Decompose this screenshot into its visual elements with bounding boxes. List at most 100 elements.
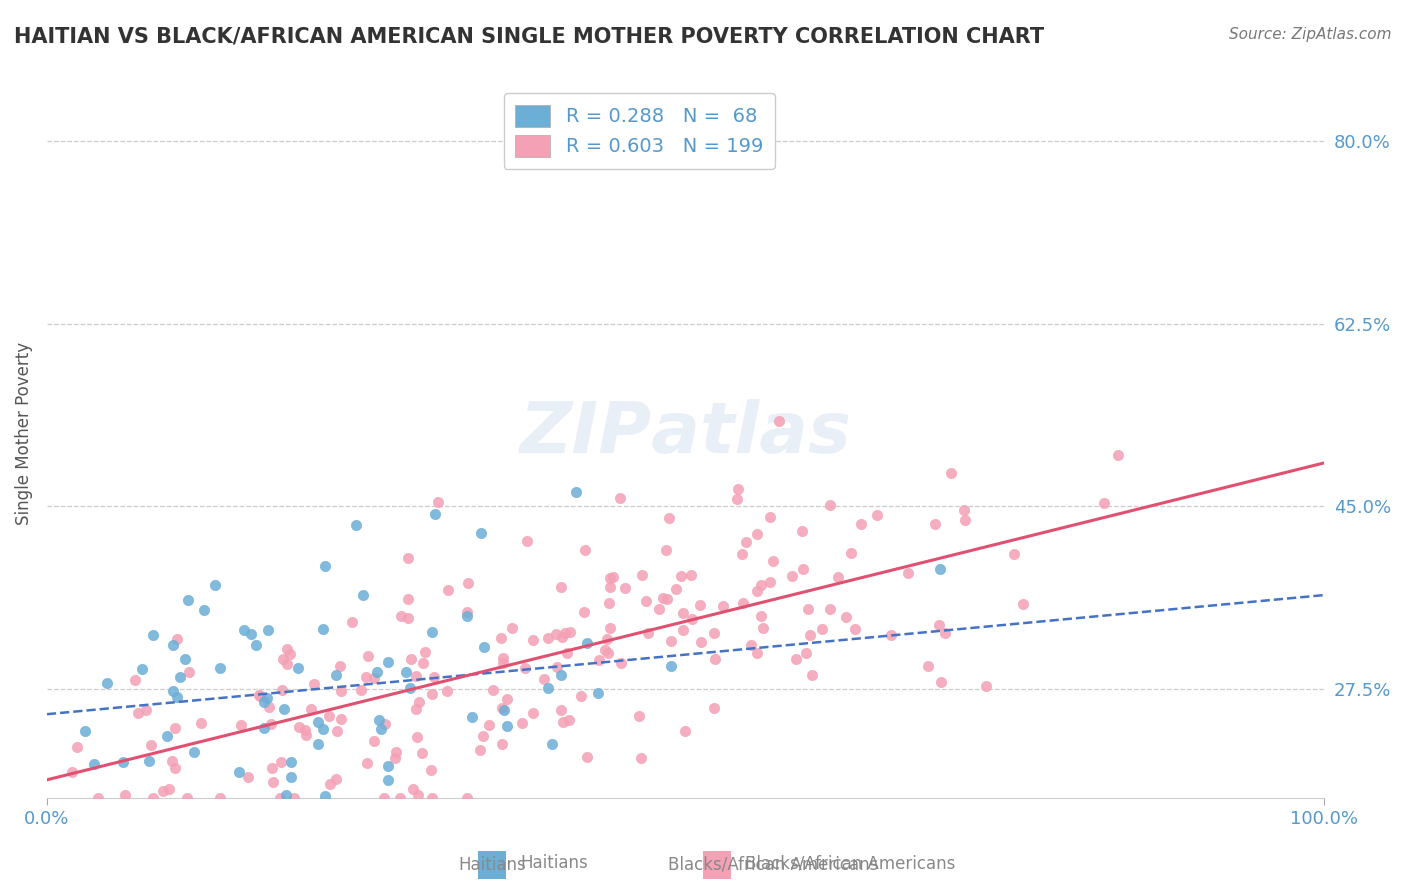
- Point: [839, 546, 862, 560]
- Point: [550, 668, 572, 682]
- Point: [177, 665, 200, 679]
- Point: [295, 728, 318, 742]
- Point: [236, 771, 259, 785]
- Point: [929, 562, 952, 576]
- Point: [659, 634, 682, 648]
- Point: [245, 638, 267, 652]
- Point: [176, 791, 198, 805]
- Point: [599, 571, 621, 585]
- Point: [142, 628, 165, 642]
- Point: [704, 652, 727, 666]
- Point: [669, 568, 692, 582]
- Point: [356, 756, 378, 771]
- Y-axis label: Single Mother Poverty: Single Mother Poverty: [15, 342, 32, 524]
- Point: [413, 645, 436, 659]
- Point: [169, 669, 191, 683]
- Point: [703, 625, 725, 640]
- Point: [747, 584, 769, 599]
- Point: [929, 674, 952, 689]
- Point: [280, 771, 302, 785]
- Point: [420, 625, 443, 640]
- Point: [405, 701, 427, 715]
- Point: [373, 791, 395, 805]
- Point: [165, 761, 187, 775]
- Point: [396, 551, 419, 566]
- Point: [613, 581, 636, 595]
- Point: [253, 695, 276, 709]
- Point: [491, 737, 513, 751]
- Point: [470, 526, 492, 541]
- Point: [280, 755, 302, 769]
- Point: [724, 843, 747, 857]
- Point: [278, 647, 301, 661]
- Point: [659, 659, 682, 673]
- Point: [569, 689, 592, 703]
- Point: [312, 622, 335, 636]
- Point: [974, 679, 997, 693]
- Point: [402, 782, 425, 797]
- Point: [377, 759, 399, 773]
- Point: [384, 751, 406, 765]
- Point: [270, 756, 292, 770]
- Point: [537, 632, 560, 646]
- Point: [551, 714, 574, 729]
- Point: [299, 702, 322, 716]
- Point: [630, 568, 652, 582]
- Point: [924, 517, 946, 532]
- Point: [177, 592, 200, 607]
- Point: [269, 791, 291, 805]
- Point: [329, 658, 352, 673]
- Point: [287, 661, 309, 675]
- Point: [673, 723, 696, 738]
- Point: [740, 638, 762, 652]
- Point: [602, 570, 624, 584]
- Point: [456, 791, 478, 805]
- Point: [166, 690, 188, 704]
- Point: [533, 673, 555, 687]
- Point: [794, 647, 817, 661]
- Point: [496, 719, 519, 733]
- Point: [307, 714, 329, 729]
- Point: [844, 622, 866, 636]
- Point: [354, 670, 377, 684]
- Point: [422, 686, 444, 700]
- Point: [917, 658, 939, 673]
- Point: [735, 535, 758, 549]
- Point: [374, 716, 396, 731]
- Point: [513, 660, 536, 674]
- Point: [131, 662, 153, 676]
- Point: [249, 689, 271, 703]
- Point: [385, 745, 408, 759]
- Point: [550, 703, 572, 717]
- Point: [759, 575, 782, 590]
- Point: [399, 652, 422, 666]
- Point: [468, 742, 491, 756]
- Point: [599, 581, 621, 595]
- Point: [257, 700, 280, 714]
- Point: [115, 797, 138, 812]
- Point: [749, 577, 772, 591]
- Point: [302, 677, 325, 691]
- Point: [658, 511, 681, 525]
- Point: [437, 583, 460, 598]
- Text: ZIP​atlas: ZIP​atlas: [519, 399, 852, 467]
- Point: [555, 646, 578, 660]
- FancyBboxPatch shape: [703, 851, 731, 880]
- Point: [190, 715, 212, 730]
- Point: [396, 591, 419, 606]
- Point: [586, 686, 609, 700]
- Point: [314, 789, 336, 803]
- Point: [575, 749, 598, 764]
- Point: [156, 729, 179, 743]
- Point: [162, 638, 184, 652]
- Point: [510, 716, 533, 731]
- Point: [637, 626, 659, 640]
- Point: [502, 621, 524, 635]
- Point: [953, 513, 976, 527]
- Point: [152, 783, 174, 797]
- Text: HAITIAN VS BLACK/AFRICAN AMERICAN SINGLE MOTHER POVERTY CORRELATION CHART: HAITIAN VS BLACK/AFRICAN AMERICAN SINGLE…: [14, 27, 1045, 46]
- Point: [800, 668, 823, 682]
- Point: [609, 491, 631, 505]
- Point: [319, 777, 342, 791]
- Point: [83, 757, 105, 772]
